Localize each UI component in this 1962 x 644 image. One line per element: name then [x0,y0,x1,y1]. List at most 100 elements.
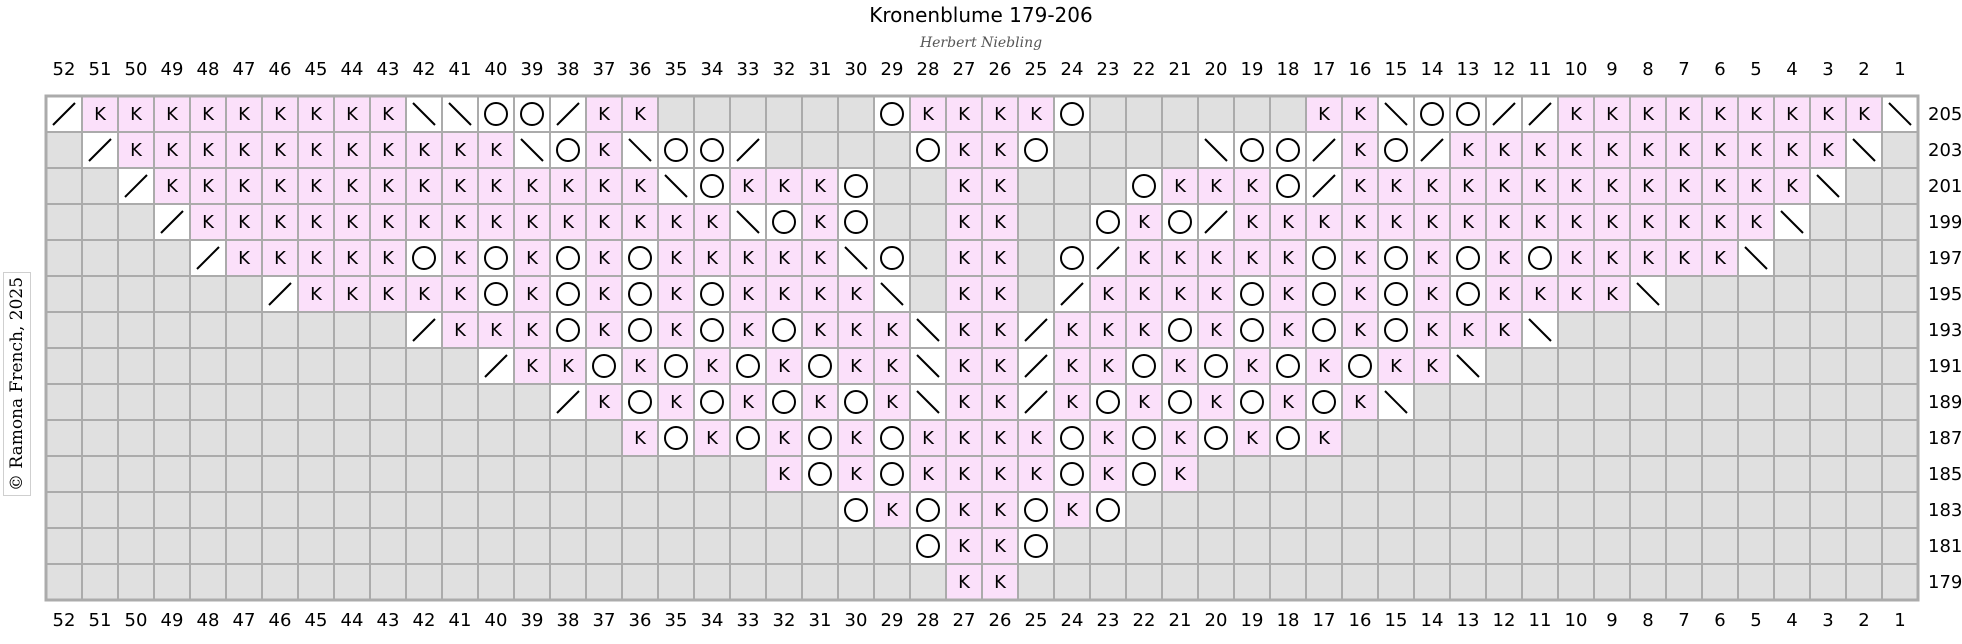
chart-cell [1665,419,1703,457]
cell-bg [1377,563,1415,601]
chart-cell: K [837,311,875,349]
chart-cell [1521,563,1559,601]
chart-cell [1017,527,1055,565]
yarn-over-symbol [736,426,760,450]
knit-symbol: K [382,248,395,269]
column-number-bottom: 33 [737,610,760,631]
cell-bg [585,491,623,529]
chart-cell: K [333,275,371,313]
yarn-over-symbol [772,390,796,414]
cell-bg [369,383,407,421]
cell-bg [225,491,263,529]
knit-symbol: K [814,392,827,413]
left-decrease-symbol [664,174,688,198]
cell-bg [1125,491,1163,529]
chart-cell: K [369,203,407,241]
chart-cell [1701,275,1739,313]
cell-bg [1521,347,1559,385]
knit-symbol: K [598,140,611,161]
chart-cell: K [297,203,335,241]
chart-cell [1809,167,1847,205]
chart-cell [81,347,119,385]
column-number-top: 9 [1606,59,1617,80]
cell-bg [1593,455,1631,493]
cell-bg [1305,347,1343,385]
chart-cell: K [369,275,407,313]
cell-bg [585,455,623,493]
chart-cell [1521,383,1559,421]
chart-cell [1413,563,1451,601]
chart-cell: K [405,131,443,169]
chart-cell [1809,527,1847,565]
chart-cell: K [1377,203,1415,241]
row-number: 195 [1928,284,1962,305]
right-decrease-symbol [1024,354,1048,378]
cell-bg [729,563,767,601]
cell-bg [1413,347,1451,385]
column-number-top: 46 [269,59,292,80]
chart-cell [117,491,155,529]
chart-cell: K [441,311,479,349]
cell-bg [1125,275,1163,313]
cell-bg [1161,131,1199,169]
chart-cell: K [801,383,839,421]
cell-bg [765,383,803,421]
cell-bg [405,167,443,205]
chart-cell [801,455,839,493]
chart-cell [585,563,623,601]
column-number-top: 1 [1894,59,1905,80]
cell-bg [873,527,911,565]
chart-cell [837,527,875,565]
cell-bg [1701,455,1739,493]
cell-bg [1521,383,1559,421]
chart-cell [693,275,731,313]
chart-cell: K [1449,203,1487,241]
chart-cell [81,491,119,529]
knit-symbol: K [958,104,971,125]
left-decrease-symbol [916,390,940,414]
cell-bg [441,167,479,205]
chart-cell [1701,563,1739,601]
cell-bg [1521,455,1559,493]
chart-cell [45,383,83,421]
cell-bg [1521,419,1559,457]
cell-bg [1557,455,1595,493]
chart-cell [1017,491,1055,529]
knit-symbol: K [490,140,503,161]
chart-cell: K [1233,203,1271,241]
chart-cell [585,527,623,565]
cell-bg [1377,455,1415,493]
yarn-over-symbol [1312,246,1336,270]
cell-bg [1665,239,1703,277]
chart-cell [693,455,731,493]
chart-cell: K [1125,275,1163,313]
chart-cell [1197,455,1235,493]
cell-bg [45,491,83,529]
chart-cell [1197,203,1235,241]
chart-cell [1089,131,1127,169]
chart-cell: K [1629,95,1667,133]
chart-cell: K [1341,167,1379,205]
knit-symbol: K [1174,176,1187,197]
chart-cell [1737,239,1775,277]
chart-cell: K [1521,131,1559,169]
left-decrease-symbol [520,138,544,162]
chart-cell [1053,527,1091,565]
chart-cell [1341,347,1379,385]
chart-cell [1269,563,1307,601]
column-number-bottom: 5 [1750,610,1761,631]
cell-bg [1413,563,1451,601]
chart-cell [1521,419,1559,457]
cell-bg [1449,95,1487,133]
cell-bg [117,455,155,493]
cell-bg [549,131,587,169]
knit-symbol: K [1210,248,1223,269]
chart-cell: K [1233,239,1271,277]
cell-bg [45,275,83,313]
chart-cell [909,311,947,349]
chart-cell [189,563,227,601]
cell-bg [225,347,263,385]
cell-bg [1089,203,1127,241]
cell-bg [189,455,227,493]
cell-bg [45,131,83,169]
